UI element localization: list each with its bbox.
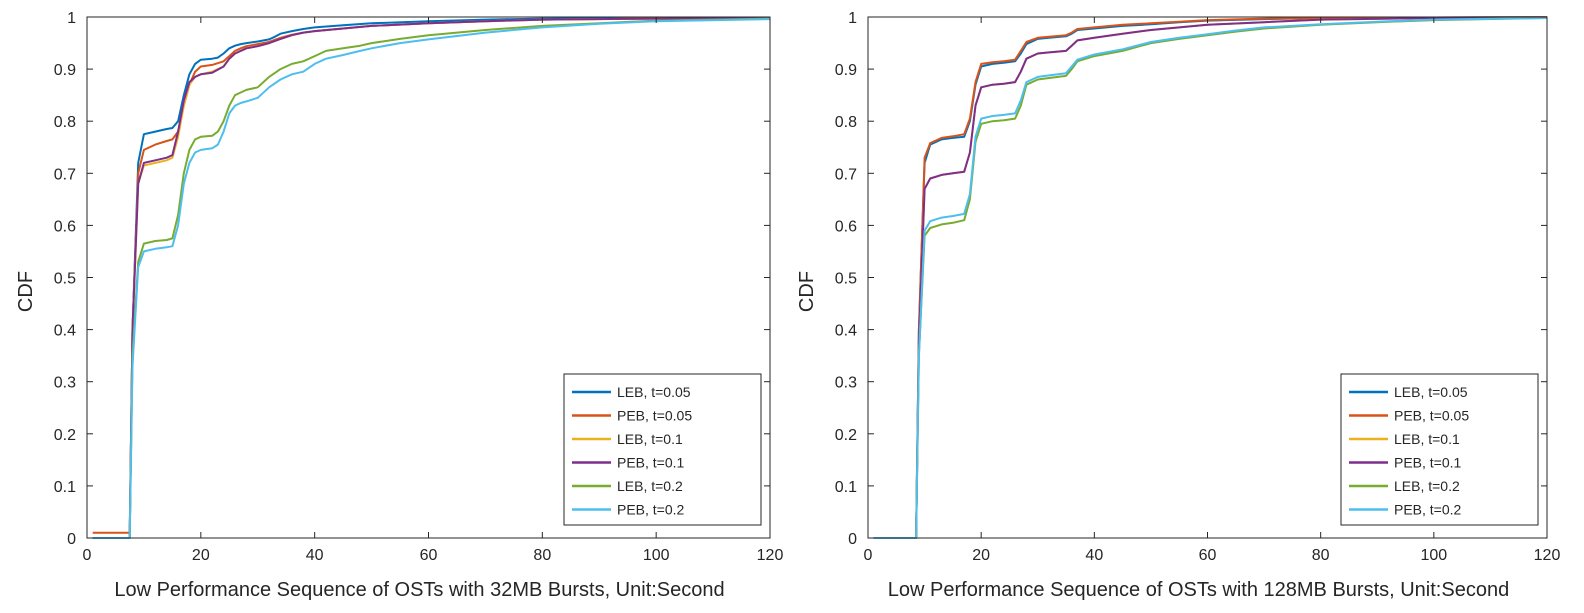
y-tick-label: 0.8: [54, 114, 76, 131]
series-line-1: [92, 16, 771, 539]
y-tick-label: 0.9: [54, 62, 76, 79]
x-tick-label: 120: [1534, 547, 1561, 564]
y-tick-label: 0: [67, 531, 76, 548]
y-tick-label: 0: [848, 531, 857, 548]
y-tick-label: 0.4: [54, 323, 76, 340]
y-tick-label: 0.1: [54, 479, 76, 496]
series-line-4: [92, 16, 771, 539]
x-axis-label: Low Performance Sequence of OSTs with 32…: [114, 579, 724, 601]
y-axis-label: CDF: [15, 271, 37, 312]
series-line-6: [873, 17, 1548, 539]
x-tick-label: 40: [1085, 547, 1103, 564]
x-tick-label: 0: [83, 547, 92, 564]
legend-entry: PEB, t=0.1: [617, 455, 685, 471]
y-tick-label: 0.7: [54, 166, 76, 183]
x-tick-label: 60: [420, 547, 438, 564]
y-axis-label: CDF: [796, 271, 818, 312]
x-tick-label: 0: [864, 547, 873, 564]
legend-entry: PEB, t=0.2: [617, 502, 685, 518]
chart-1: 0 20 40 60 80 100 120 0 0.1 0.2 0.3 0.4 0.5 0.6 0.7 0.8…: [15, 10, 783, 601]
x-tick-label: 100: [1420, 547, 1447, 564]
x-tick-label: 60: [1199, 547, 1217, 564]
chart-2: 0 20 40 60 80 100 120 0 0.1 0.2 0.3 0.4 0.5 0.6 0.7 0.8…: [796, 10, 1560, 601]
series-line-2: [873, 16, 1548, 539]
legend-entry: LEB, t=0.1: [617, 431, 683, 447]
legend: LEB, t=0.05 PEB, t=0.05 LEB, t=0.1 PEB, t=0…: [563, 373, 762, 526]
y-tick-label: 0.5: [54, 271, 76, 288]
y-tick-label: 0.1: [835, 479, 857, 496]
y-tick-label: 0.3: [835, 375, 857, 392]
legend-box: [563, 373, 762, 526]
y-tick-label: 0.7: [835, 166, 857, 183]
series-line-5: [92, 17, 771, 539]
legend-entry: PEB, t=0.05: [617, 408, 692, 424]
legend-entry: LEB, t=0.05: [1394, 384, 1468, 400]
legend-entry: PEB, t=0.05: [1394, 408, 1469, 424]
x-tick-label: 80: [533, 547, 551, 564]
legend-entry: PEB, t=0.2: [1394, 502, 1462, 518]
x-tick-label: 80: [1312, 547, 1330, 564]
x-tick-label: 120: [757, 547, 784, 564]
series-line-4: [873, 16, 1548, 539]
legend-box: [1340, 373, 1539, 526]
y-tick-label: 0.3: [54, 375, 76, 392]
y-tick-label: 0.6: [54, 218, 76, 235]
legend: LEB, t=0.05 PEB, t=0.05 LEB, t=0.1 PEB, t=0…: [1340, 373, 1539, 526]
x-axis-label: Low Performance Sequence of OSTs with 12…: [888, 579, 1509, 601]
series-line-6: [92, 18, 771, 539]
legend-entry: LEB, t=0.05: [617, 384, 691, 400]
y-tick-label: 1: [67, 10, 76, 27]
y-tick-label: 0.9: [835, 62, 857, 79]
y-tick-label: 0.4: [835, 323, 857, 340]
y-tick-label: 0.5: [835, 271, 857, 288]
x-tick-label: 20: [972, 547, 990, 564]
y-tick-label: 0.2: [835, 427, 857, 444]
legend-entry: PEB, t=0.1: [1394, 455, 1462, 471]
x-tick-label: 20: [192, 547, 210, 564]
legend-entry: LEB, t=0.1: [1394, 431, 1460, 447]
y-tick-label: 0.2: [54, 427, 76, 444]
x-tick-label: 100: [643, 547, 670, 564]
y-tick-label: 0.6: [835, 218, 857, 235]
y-tick-label: 0.8: [835, 114, 857, 131]
y-tick-label: 1: [848, 10, 857, 27]
legend-entry: LEB, t=0.2: [617, 478, 683, 494]
legend-entry: LEB, t=0.2: [1394, 478, 1460, 494]
x-tick-label: 40: [306, 547, 324, 564]
